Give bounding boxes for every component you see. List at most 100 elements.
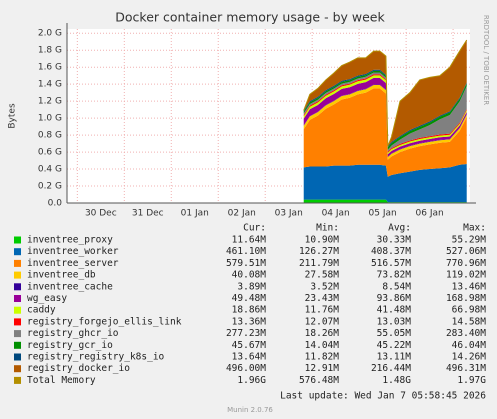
legend-label: registry_ghcr_io	[27, 328, 119, 339]
y-tick-label: 0.6 G	[38, 148, 62, 158]
x-tick-label: 31 Dec	[132, 209, 164, 219]
legend-swatch	[14, 295, 21, 302]
legend-stat: 770.96M	[446, 258, 486, 269]
legend-stat: 14.04M	[305, 340, 340, 351]
legend-label: registry_docker_io	[27, 363, 130, 374]
x-tick-label: 04 Jan	[322, 209, 350, 219]
legend-stat: 1.97G	[457, 375, 486, 386]
legend-stat: 579.51M	[226, 258, 266, 269]
legend-label: inventree_server	[27, 258, 119, 269]
legend-label: registry_gcr_io	[27, 340, 113, 351]
footer: Munin 2.0.76	[227, 406, 273, 414]
legend-stat: 55.05M	[377, 328, 412, 339]
legend-stat: 12.91M	[305, 363, 340, 374]
legend-stat: 576.48M	[299, 375, 339, 386]
legend-stat: 13.36M	[232, 316, 267, 327]
y-axis-label: Bytes	[8, 103, 18, 129]
legend-label: caddy	[27, 305, 56, 316]
legend-stat: 14.26M	[452, 352, 487, 363]
column-header: Max:	[463, 223, 486, 234]
legend-stat: 211.79M	[299, 258, 339, 269]
legend-stat: 3.89M	[237, 281, 266, 292]
legend-stat: 516.57M	[371, 258, 411, 269]
legend-stat: 11.64M	[232, 235, 267, 246]
legend-stat: 27.58M	[305, 270, 340, 281]
legend-swatch	[14, 248, 21, 256]
legend-stat: 93.86M	[377, 293, 412, 304]
legend-label: inventree_worker	[27, 246, 119, 257]
legend-label: inventree_cache	[27, 281, 113, 292]
x-tick-label: 30 Dec	[85, 209, 117, 219]
legend-stat: 461.10M	[226, 246, 266, 257]
legend-swatch	[14, 353, 21, 361]
legend-label: inventree_db	[27, 270, 96, 281]
legend-label: registry_registry_k8s_io	[27, 352, 165, 363]
y-tick-label: 0.2 G	[38, 182, 62, 192]
y-tick-label: 0.0	[48, 199, 63, 209]
legend-stat: 527.06M	[446, 246, 486, 257]
legend-stat: 45.22M	[377, 340, 412, 351]
legend-stat: 1.96G	[237, 375, 266, 386]
column-header: Min:	[316, 223, 339, 234]
area	[303, 88, 467, 177]
legend-swatch	[14, 318, 21, 326]
chart-title: Docker container memory usage - by week	[115, 10, 385, 25]
legend-stat: 168.98M	[446, 293, 486, 304]
legend-stat: 11.76M	[305, 305, 340, 316]
legend-stat: 66.98M	[452, 305, 487, 316]
legend-stat: 3.52M	[310, 281, 339, 292]
legend-label: registry_forgejo_ellis_link	[27, 316, 182, 327]
legend-stat: 18.26M	[305, 328, 340, 339]
area	[303, 40, 467, 147]
legend-stat: 1.48G	[382, 375, 411, 386]
x-tick-label: 03 Jan	[275, 209, 303, 219]
legend-label: Total Memory	[27, 375, 96, 386]
y-tick-label: 1.4 G	[38, 80, 62, 90]
legend-stat: 45.67M	[232, 340, 267, 351]
x-tick-label: 01 Jan	[181, 209, 209, 219]
legend-stat: 23.43M	[305, 293, 340, 304]
x-tick-label: 02 Jan	[228, 209, 256, 219]
legend-label: inventree_proxy	[27, 235, 113, 246]
y-tick-label: 0.8 G	[38, 131, 62, 141]
total-line	[303, 39, 468, 147]
column-header: Cur:	[243, 223, 266, 234]
last-update: Last update: Wed Jan 7 05:58:45 2026	[280, 391, 486, 402]
y-tick-label: 1.8 G	[38, 46, 62, 56]
y-tick-label: 1.6 G	[38, 63, 62, 73]
area	[303, 163, 467, 203]
legend-stat: 13.46M	[452, 281, 487, 292]
legend-swatch	[14, 376, 21, 384]
legend-stat: 30.33M	[377, 235, 412, 246]
legend-stat: 49.48M	[232, 293, 267, 304]
legend-swatch	[14, 236, 21, 244]
legend-swatch	[14, 306, 21, 314]
legend-swatch	[14, 271, 21, 279]
column-header: Avg:	[388, 223, 411, 234]
legend-swatch	[14, 283, 21, 291]
legend-label: wg_easy	[27, 293, 67, 304]
legend-stat: 12.07M	[305, 316, 340, 327]
legend-stat: 119.02M	[446, 270, 486, 281]
legend-swatch	[14, 341, 21, 349]
legend-stat: 11.82M	[305, 352, 340, 363]
legend-stat: 40.08M	[232, 270, 267, 281]
area	[303, 72, 467, 152]
legend-stat: 46.04M	[452, 340, 487, 351]
legend-stat: 13.64M	[232, 352, 267, 363]
legend-stat: 55.29M	[452, 235, 487, 246]
legend-stat: 496.31M	[446, 363, 486, 374]
legend-stat: 277.23M	[226, 328, 266, 339]
legend-stat: 41.48M	[377, 305, 412, 316]
y-tick-label: 1.2 G	[38, 97, 62, 107]
y-tick-label: 0.4 G	[38, 165, 62, 175]
legend-swatch	[14, 330, 21, 338]
legend-stat: 283.40M	[446, 328, 486, 339]
legend-stat: 496.00M	[226, 363, 266, 374]
legend-stat: 73.82M	[377, 270, 412, 281]
legend-stat: 14.58M	[452, 316, 487, 327]
legend-swatch	[14, 259, 21, 267]
legend-stat: 13.11M	[377, 352, 412, 363]
